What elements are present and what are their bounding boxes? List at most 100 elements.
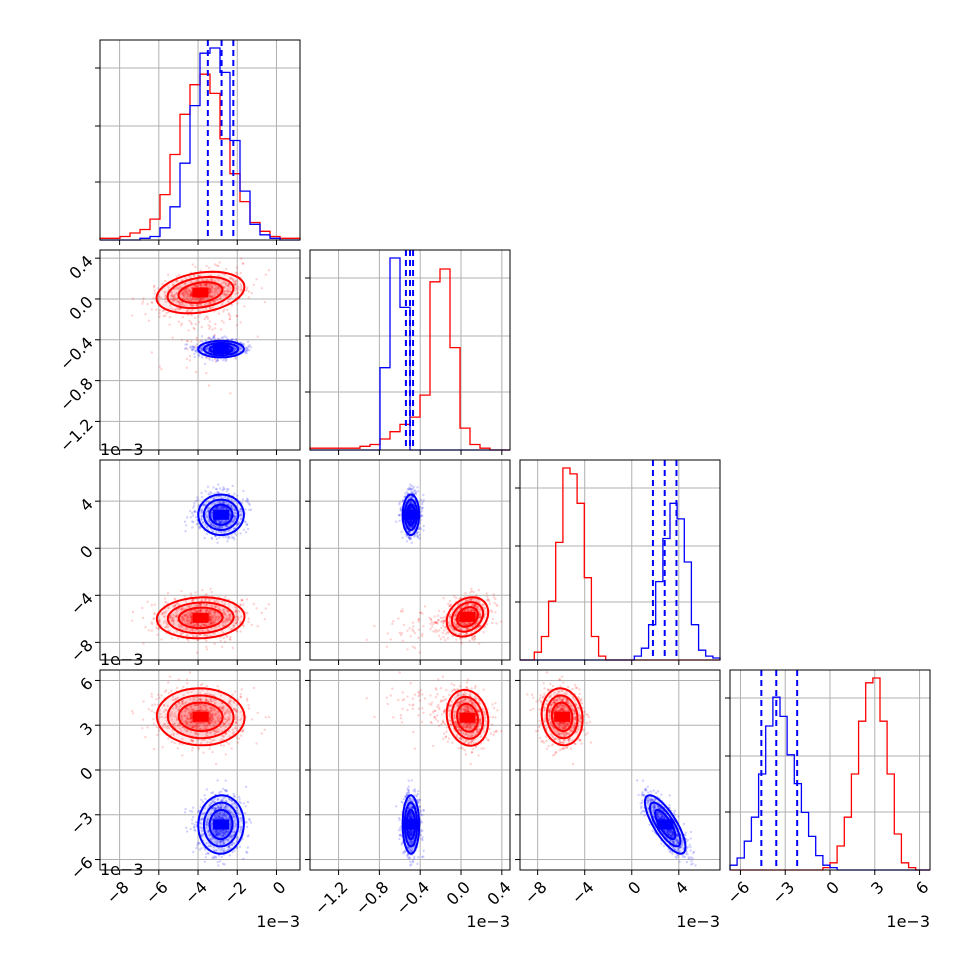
- scatter-point: [216, 541, 219, 544]
- scatter-point: [178, 308, 181, 311]
- scatter-point: [256, 625, 259, 628]
- scatter-point: [196, 639, 199, 642]
- scatter-point: [206, 347, 209, 350]
- scatter-point: [208, 301, 212, 304]
- scatter-point: [249, 508, 253, 511]
- scatter-point: [198, 299, 202, 302]
- scatter-point: [250, 623, 253, 627]
- scatter-point: [185, 366, 188, 369]
- scatter-point: [263, 618, 266, 621]
- scatter-point: [477, 588, 480, 592]
- scatter-point: [156, 287, 160, 290]
- scatter-point: [170, 689, 173, 693]
- scatter-point: [402, 623, 406, 627]
- scatter-point: [173, 308, 176, 312]
- scatter-point: [190, 340, 193, 343]
- scatter-point: [267, 269, 271, 272]
- scatter-point: [408, 627, 411, 630]
- scatter-point: [442, 610, 446, 613]
- scatter-point: [209, 491, 212, 494]
- scatter-point: [207, 336, 210, 340]
- scatter-point: [194, 516, 198, 519]
- scatter-point: [478, 642, 481, 645]
- scatter-point: [196, 304, 199, 307]
- scatter-point: [448, 599, 452, 603]
- scatter-point: [234, 271, 238, 274]
- scatter-point: [175, 292, 179, 295]
- scatter-point: [190, 321, 193, 324]
- scatter-point: [226, 308, 229, 311]
- scatter-point: [205, 645, 208, 648]
- scatter-point: [234, 292, 237, 296]
- scatter-point: [443, 629, 446, 632]
- scatter-point: [173, 294, 176, 297]
- scatter-point: [151, 622, 154, 626]
- scatter-point: [386, 632, 390, 635]
- scatter-point: [146, 600, 149, 603]
- scatter-point: [204, 362, 207, 365]
- scatter-point: [170, 294, 173, 297]
- scatter-point: [206, 485, 210, 488]
- scatter-point: [468, 639, 471, 642]
- scatter-point: [161, 282, 164, 286]
- scatter-point: [401, 639, 404, 642]
- scatter-point: [186, 292, 190, 296]
- scatter-point: [433, 615, 436, 618]
- scatter-point: [205, 372, 208, 375]
- scatter-point: [167, 311, 170, 314]
- scatter-point: [202, 283, 206, 286]
- scatter-point: [196, 522, 200, 525]
- scatter-point: [150, 604, 153, 607]
- scatter-point: [421, 612, 424, 615]
- scatter-point: [209, 288, 212, 291]
- scatter-point: [241, 498, 245, 501]
- scatter-point: [200, 491, 203, 495]
- scatter-point: [398, 513, 402, 517]
- scatter-point: [447, 602, 450, 605]
- scatter-point: [196, 496, 199, 499]
- scatter-point: [205, 283, 208, 286]
- scatter-point: [218, 290, 221, 294]
- scatter-point: [229, 392, 232, 395]
- scatter-point: [235, 324, 239, 327]
- scatter-point: [231, 278, 235, 281]
- scatter-point: [245, 288, 249, 291]
- scatter-point: [419, 527, 423, 530]
- scatter-point: [212, 335, 216, 338]
- scatter-point: [189, 293, 192, 296]
- scatter-point: [184, 287, 188, 291]
- scatter-point: [233, 538, 236, 541]
- scatter-point: [440, 626, 443, 630]
- scatter-point: [217, 285, 220, 288]
- scatter-point: [131, 610, 135, 614]
- scatter-point: [245, 523, 248, 526]
- scatter-point: [202, 297, 205, 300]
- scatter-point: [204, 283, 207, 286]
- scatter-point: [228, 297, 231, 301]
- scatter-point: [418, 611, 422, 614]
- scatter-point: [200, 347, 203, 351]
- scatter-point: [423, 605, 427, 608]
- scatter-point: [211, 750, 214, 754]
- scatter-point: [246, 286, 249, 289]
- scatter-point: [185, 290, 189, 294]
- scatter-point: [209, 274, 213, 277]
- scatter-point: [235, 533, 238, 537]
- scatter-point: [422, 529, 425, 532]
- scatter-point: [181, 278, 184, 282]
- scatter-point: [245, 598, 249, 601]
- scatter-point: [225, 283, 228, 287]
- scatter-point: [194, 591, 197, 594]
- scatter-point: [177, 678, 180, 681]
- scatter-point: [213, 357, 217, 361]
- scatter-point: [244, 350, 248, 353]
- scatter-point: [160, 638, 163, 641]
- scatter-point: [410, 484, 413, 488]
- scatter-point: [174, 298, 178, 301]
- scatter-point: [183, 304, 186, 307]
- scatter-point: [178, 273, 181, 277]
- scatter-point: [391, 622, 394, 626]
- scatter-point: [200, 325, 203, 329]
- scatter-point: [226, 283, 230, 287]
